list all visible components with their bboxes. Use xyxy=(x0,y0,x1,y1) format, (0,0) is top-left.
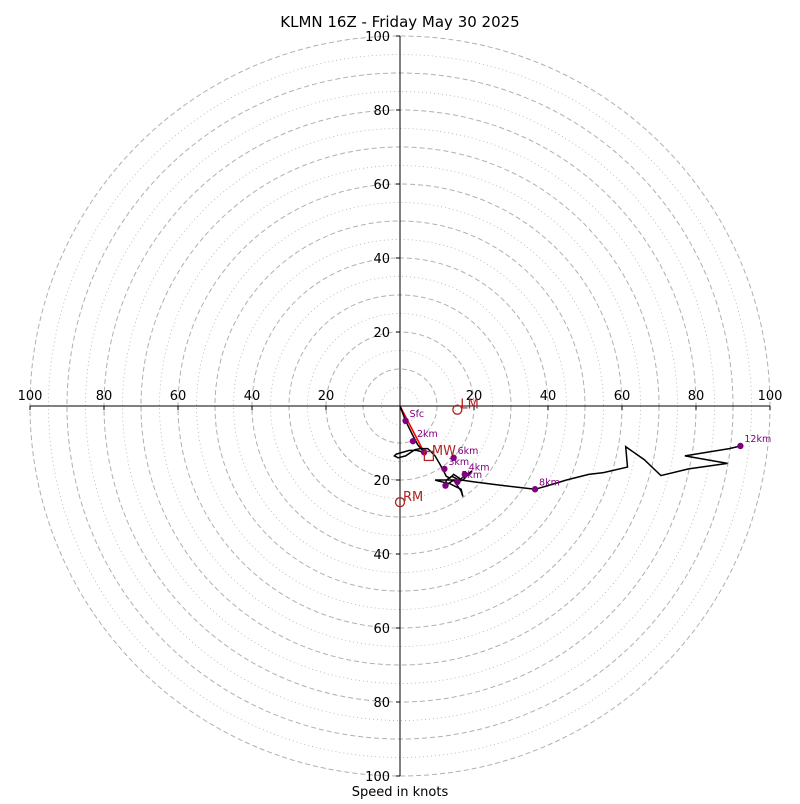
x-tick-label: 100 xyxy=(18,389,43,404)
x-tick-label: 40 xyxy=(244,389,261,404)
height-point-label: 3km xyxy=(448,457,469,468)
height-point-marker xyxy=(441,465,448,473)
storm-motion-label: RM xyxy=(403,490,423,505)
y-tick-label: 60 xyxy=(373,622,390,637)
height-point-marker xyxy=(442,482,449,489)
height-point-label: 6km xyxy=(458,446,479,457)
x-tick-label: 80 xyxy=(688,389,705,404)
y-tick-label: 40 xyxy=(373,252,390,267)
height-point-label: 8km xyxy=(539,477,560,488)
storm-motion-label: LM xyxy=(460,398,478,413)
storm-motion-marker xyxy=(394,497,406,508)
x-tick-label: 60 xyxy=(614,389,631,404)
x-tick-label: 80 xyxy=(96,389,113,404)
x-tick-label: 20 xyxy=(318,389,335,404)
shear-vector-line xyxy=(399,405,425,453)
y-tick-label: 100 xyxy=(365,30,390,45)
height-point-marker xyxy=(450,454,457,461)
height-point-marker xyxy=(737,442,744,450)
x-axis-label: Speed in knots xyxy=(352,785,449,800)
height-point-label: 2km xyxy=(417,429,438,440)
storm-motion-marker xyxy=(452,404,463,415)
x-tick-label: 20 xyxy=(466,389,483,404)
chart-title: KLMN 16Z - Friday May 30 2025 xyxy=(280,13,519,31)
storm-motion-markers: LM RM MW xyxy=(394,398,479,508)
height-point-marker xyxy=(402,417,409,424)
x-tick-label: 100 xyxy=(758,389,783,404)
tick-labels: 100 80 60 40 20 20 40 60 80 100 100 80 60 40 20 20 40 60 8… xyxy=(18,30,783,785)
y-tick-label: 20 xyxy=(373,474,390,489)
height-point-label: 5km xyxy=(461,470,482,481)
height-point-marker xyxy=(454,478,461,486)
y-tick-label: 20 xyxy=(373,326,390,341)
height-point-label: 4km xyxy=(469,462,490,473)
storm-motion-marker xyxy=(423,450,435,462)
x-tick-label: 60 xyxy=(170,389,187,404)
storm-motion-label: MW xyxy=(432,444,456,459)
y-tick-label: 80 xyxy=(373,104,390,119)
y-tick-label: 60 xyxy=(373,178,390,193)
height-point-marker xyxy=(531,486,539,493)
y-tick-label: 80 xyxy=(373,696,390,711)
height-point-marker xyxy=(461,471,468,478)
height-point-label: Sfc xyxy=(410,409,425,420)
y-tick-label: 100 xyxy=(365,770,390,785)
x-tick-label: 40 xyxy=(540,389,557,404)
y-tick-label: 40 xyxy=(373,548,390,563)
height-point-label: 12km xyxy=(744,434,771,445)
height-point-marker xyxy=(409,437,417,445)
